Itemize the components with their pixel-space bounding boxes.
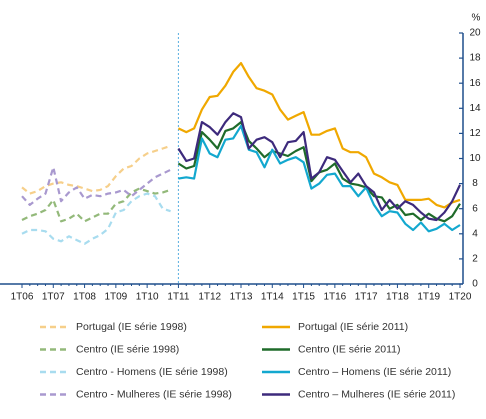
x-tick-label: 1T15	[292, 292, 315, 303]
y-axis-label: %	[472, 13, 481, 24]
x-tick-label: 1T17	[355, 292, 378, 303]
x-tick-label: 1T10	[136, 292, 159, 303]
x-tick-label: 1T09	[104, 292, 127, 303]
series-line	[21, 166, 172, 206]
y-tick-label: 10	[469, 153, 481, 164]
y-tick-label: 4	[472, 228, 478, 239]
y-tick-label: 12	[469, 128, 481, 139]
y-tick-label: 8	[472, 178, 478, 189]
y-tick-label: 6	[472, 203, 478, 214]
x-tick-label: 1T14	[261, 292, 284, 303]
x-tick-label: 1T07	[42, 292, 65, 303]
series-line	[21, 144, 171, 195]
x-tick-label: 1T18	[386, 292, 409, 303]
legend-label: Portugal (IE série 1998)	[76, 321, 187, 333]
y-tick-label: 14	[469, 103, 481, 114]
y-tick-label: 20	[469, 28, 481, 39]
legend-label: Portugal (IE série 2011)	[298, 321, 408, 333]
y-tick-label: 0	[472, 279, 478, 290]
x-tick-label: 1T13	[230, 292, 253, 303]
x-tick-label: 1T19	[417, 292, 440, 303]
series-line	[177, 112, 461, 222]
series-line	[21, 187, 171, 223]
x-tick-label: 1T08	[73, 292, 96, 303]
legend-label: Centro – Homens (IE série 2011)	[298, 366, 451, 378]
legend-label: Centro (IE série 1998)	[76, 343, 179, 355]
x-tick-label: 1T06	[11, 292, 34, 303]
legend-label: Centro – Mulheres (IE série 2011)	[298, 388, 455, 400]
legend-label: Centro (IE série 2011)	[298, 343, 401, 355]
legend-label: Centro - Mulheres (IE série 1998)	[76, 388, 232, 400]
x-tick-label: 1T20	[449, 292, 472, 303]
series-line	[178, 124, 461, 233]
y-tick-label: 18	[469, 53, 481, 64]
y-tick-label: 2	[472, 254, 478, 265]
x-tick-label: 1T16	[323, 292, 346, 303]
y-tick-label: 16	[469, 78, 481, 89]
series-line	[177, 62, 461, 209]
x-tick-label: 1T12	[198, 292, 221, 303]
legend-label: Centro - Homens (IE série 1998)	[76, 366, 228, 378]
x-tick-label: 1T11	[167, 292, 189, 303]
series-line	[21, 192, 171, 245]
